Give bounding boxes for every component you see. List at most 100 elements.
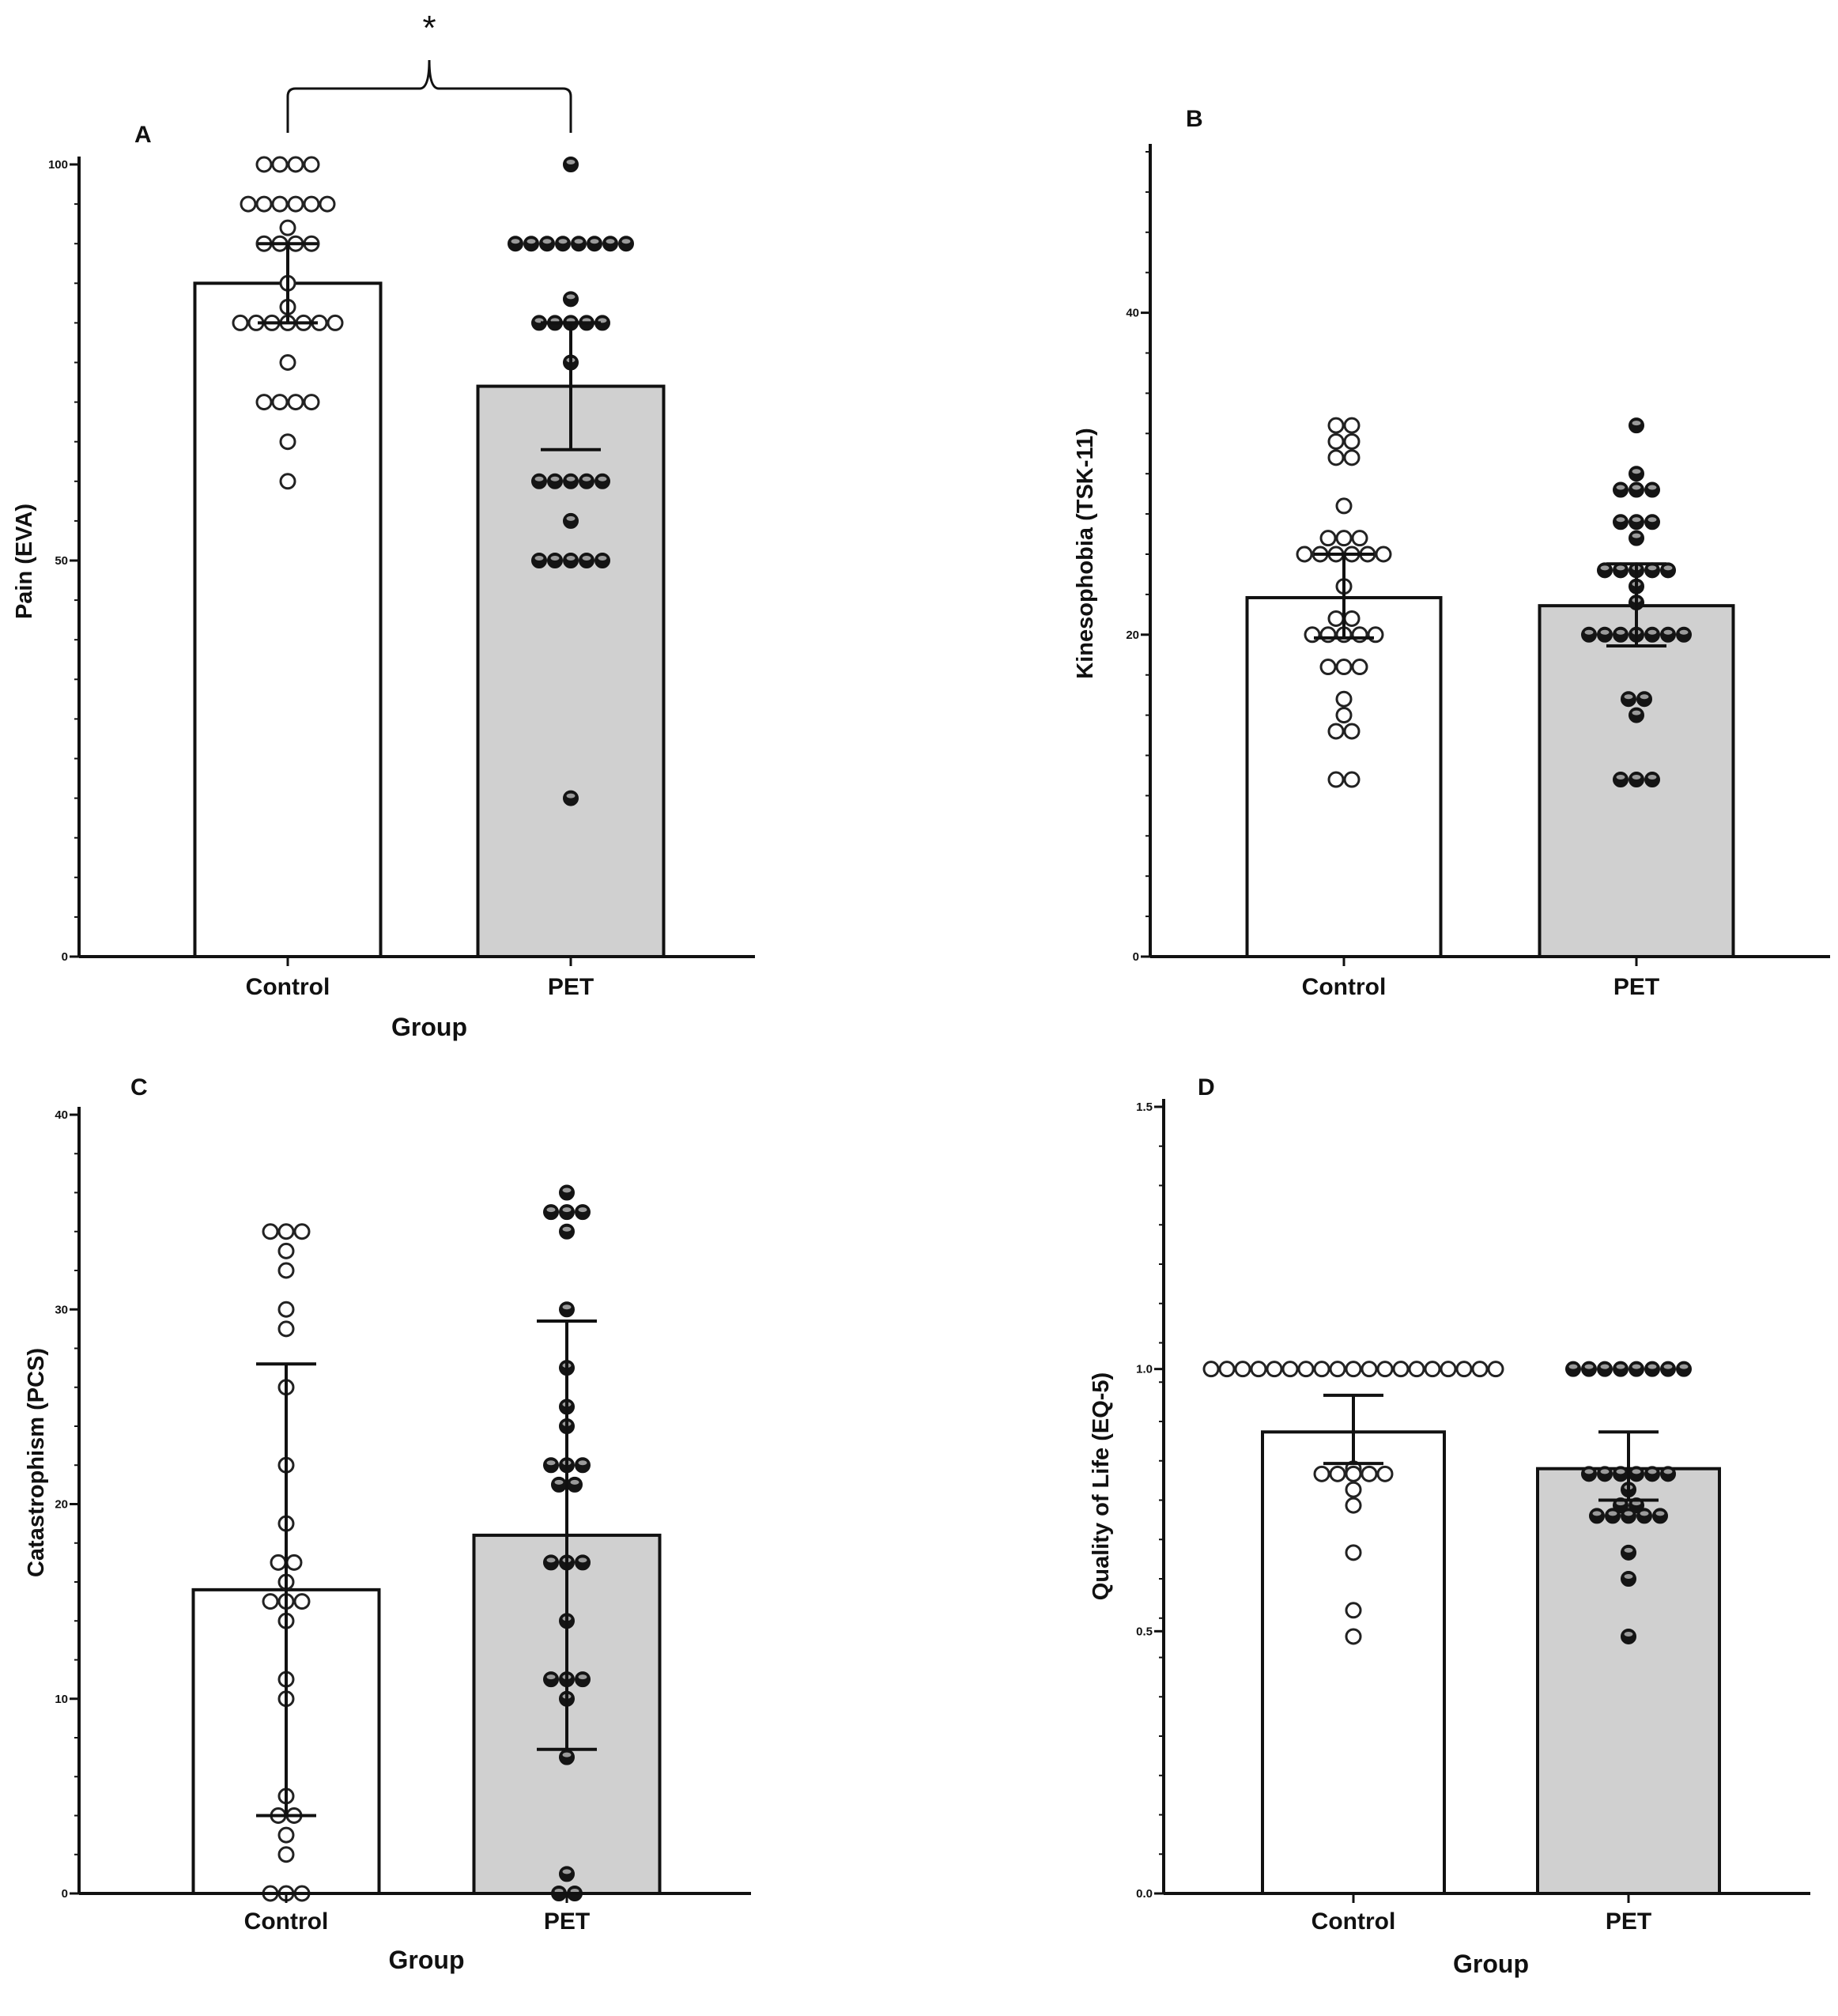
data-point-highlight <box>1632 775 1641 780</box>
data-point-highlight <box>1663 565 1673 571</box>
y-tick-label: 10 <box>55 1693 68 1706</box>
y-axis-title: Catastrophism (PCS) <box>24 1348 49 1577</box>
data-point <box>1335 659 1353 676</box>
data-point-highlight <box>598 556 607 561</box>
data-point <box>279 473 296 490</box>
data-point <box>1471 1361 1489 1378</box>
data-point-highlight <box>1632 533 1641 538</box>
data-point-highlight <box>570 1479 579 1485</box>
data-point <box>277 1826 295 1844</box>
data-point <box>287 394 304 411</box>
data-point-highlight <box>546 1460 556 1466</box>
data-point <box>1351 659 1368 676</box>
data-point-highlight <box>1632 421 1641 426</box>
data-point-highlight <box>606 239 615 244</box>
data-point <box>1319 530 1337 547</box>
y-axis-title: Pain (EVA) <box>12 504 37 619</box>
data-point-highlight <box>1632 1469 1641 1474</box>
data-point-highlight <box>1624 1511 1633 1516</box>
y-tick-label: 0.0 <box>1136 1887 1153 1901</box>
x-tick-label: Control <box>1302 974 1387 1000</box>
data-point-highlight <box>546 1207 556 1213</box>
data-point <box>1327 432 1345 450</box>
x-tick-label: PET <box>548 974 594 1000</box>
data-point <box>1351 626 1368 644</box>
data-point-highlight <box>1632 485 1641 490</box>
y-tick-label: 20 <box>1126 629 1139 642</box>
data-point-highlight <box>574 239 583 244</box>
data-point <box>1329 1465 1346 1482</box>
significance-marker: * <box>422 9 436 47</box>
data-point <box>1345 1602 1362 1619</box>
panel-c: C 0 10 20 30 40 Control PET Group Catastrophism (… <box>24 1074 751 1974</box>
data-point-highlight <box>578 1460 587 1466</box>
data-point <box>232 314 249 331</box>
data-point-highlight <box>1616 1469 1625 1474</box>
data-point-highlight <box>1584 1469 1594 1474</box>
data-point-highlight <box>546 1674 556 1680</box>
data-point-highlight <box>511 239 520 244</box>
data-point-highlight <box>1640 1511 1649 1516</box>
y-tick-label: 40 <box>1126 307 1139 320</box>
data-point-highlight <box>1600 1469 1610 1474</box>
data-point <box>1335 497 1353 515</box>
data-point-highlight <box>1600 565 1610 571</box>
data-point <box>285 1554 303 1571</box>
data-point <box>277 1301 295 1318</box>
data-point-highlight <box>1592 1511 1602 1516</box>
data-point-highlight <box>578 1557 587 1563</box>
data-point <box>1327 723 1345 740</box>
data-point <box>1218 1361 1236 1378</box>
data-point <box>262 1223 279 1240</box>
data-point-highlight <box>1568 1364 1578 1369</box>
data-point <box>1361 1465 1378 1482</box>
data-point-highlight <box>598 476 607 481</box>
data-point-highlight <box>566 515 576 521</box>
data-point-highlight <box>562 1869 572 1874</box>
data-point <box>1345 1628 1362 1645</box>
y-tick-label: 20 <box>55 1498 68 1512</box>
data-point <box>1327 449 1345 466</box>
data-point <box>271 195 289 213</box>
data-point <box>1319 659 1337 676</box>
data-point <box>1343 723 1361 740</box>
x-tick-label: Control <box>244 1908 329 1935</box>
data-point <box>287 195 304 213</box>
data-point-highlight <box>1584 629 1594 635</box>
data-point-highlight <box>534 556 544 561</box>
x-axis-title: Group <box>1453 1950 1529 1978</box>
data-point <box>277 1223 295 1240</box>
data-point-highlight <box>566 294 576 300</box>
data-point-highlight <box>578 1674 587 1680</box>
data-point <box>1351 530 1368 547</box>
data-point-highlight <box>1632 1364 1641 1369</box>
data-point-highlight <box>1632 1501 1641 1506</box>
panel-b: B 0 20 40 Control PET Kinesophobia (TSK-11) <box>1073 106 1830 1000</box>
data-point-highlight <box>550 476 560 481</box>
data-point-highlight <box>1616 629 1625 635</box>
panel-letter: B <box>1186 106 1203 132</box>
y-tick-label: 40 <box>55 1108 68 1122</box>
data-point <box>255 195 273 213</box>
data-point <box>277 1846 295 1863</box>
data-point <box>293 1593 311 1610</box>
y-tick-label: 0.5 <box>1136 1625 1153 1638</box>
data-point <box>1319 626 1337 644</box>
data-point <box>1345 1497 1362 1514</box>
data-point-highlight <box>566 556 576 561</box>
y-tick-label: 0 <box>62 950 68 964</box>
data-point-highlight <box>582 556 591 561</box>
data-point <box>1313 1465 1330 1482</box>
data-point <box>240 195 257 213</box>
panel-d: D 0.0 0.5 1.0 1.5 Control PET Group Quality of L… <box>1089 1074 1810 1978</box>
y-tick-label: 1.5 <box>1136 1100 1153 1114</box>
x-axis-title: Group <box>389 1946 465 1974</box>
data-point <box>1408 1361 1425 1378</box>
data-point-highlight <box>1616 517 1625 523</box>
data-point <box>271 394 289 411</box>
data-point <box>1367 626 1384 644</box>
data-point <box>1392 1361 1410 1378</box>
data-point <box>1335 530 1353 547</box>
data-point <box>1343 432 1361 450</box>
